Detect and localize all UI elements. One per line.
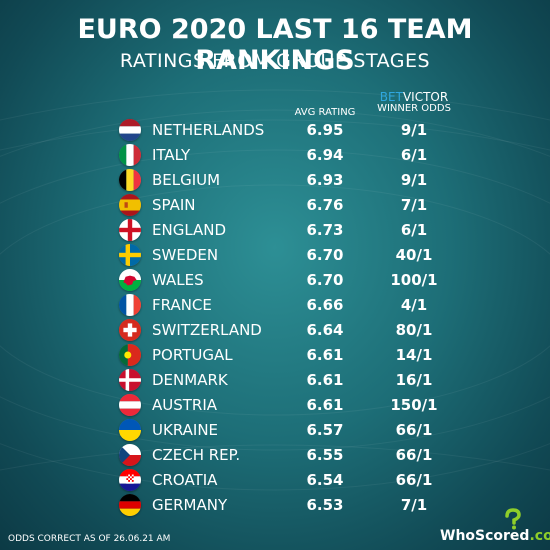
spain-flag-icon — [119, 194, 141, 216]
winner-odds-value: 4/1 — [400, 296, 428, 314]
table-row: SWITZERLAND 6.64 80/1 — [0, 318, 550, 343]
winner-odds-value: 9/1 — [400, 121, 428, 139]
team-name: CROATIA — [152, 471, 218, 489]
table-row: NETHERLANDS 6.95 9/1 — [0, 118, 550, 143]
whoscored-question-mark-icon — [505, 508, 521, 530]
avg-rating-value: 6.54 — [306, 471, 344, 489]
denmark-flag-icon — [119, 369, 141, 391]
avg-rating-header: AVG RATING — [294, 107, 356, 118]
czech-flag-icon — [119, 444, 141, 466]
winner-odds-value: 100/1 — [390, 271, 438, 289]
table-row: ITALY 6.94 6/1 — [0, 143, 550, 168]
belgium-flag-icon — [119, 169, 141, 191]
winner-odds-value: 80/1 — [395, 321, 433, 339]
croatia-flag-icon — [119, 469, 141, 491]
avg-rating-value: 6.70 — [306, 271, 344, 289]
portugal-flag-icon — [119, 344, 141, 366]
logo-suffix: com — [534, 528, 550, 544]
netherlands-flag-icon — [119, 119, 141, 141]
betvictor-brand: BETVICTOR — [370, 91, 458, 103]
avg-rating-value: 6.57 — [306, 421, 344, 439]
table-row: CROATIA 6.54 66/1 — [0, 468, 550, 493]
table-row: SWEDEN 6.70 40/1 — [0, 243, 550, 268]
page-title: EURO 2020 LAST 16 TEAM RANKINGS — [77, 14, 473, 76]
page-subtitle: RATINGS FROM GROUP STAGES — [119, 50, 431, 72]
ukraine-flag-icon — [119, 419, 141, 441]
winner-odds-value: 66/1 — [395, 471, 433, 489]
avg-rating-value: 6.61 — [306, 396, 344, 414]
team-name: DENMARK — [152, 371, 228, 389]
avg-rating-value: 6.70 — [306, 246, 344, 264]
team-name: UKRAINE — [152, 421, 219, 439]
germany-flag-icon — [119, 494, 141, 516]
avg-rating-value: 6.66 — [306, 296, 344, 314]
winner-odds-value: 16/1 — [395, 371, 433, 389]
table-row: CZECH REP. 6.55 66/1 — [0, 443, 550, 468]
betvictor-bet: BET — [379, 90, 403, 104]
team-name: NETHERLANDS — [152, 121, 265, 139]
winner-odds-value: 6/1 — [400, 221, 428, 239]
winner-odds-label: WINNER ODDS — [377, 103, 451, 114]
wales-flag-icon — [119, 269, 141, 291]
table-row: UKRAINE 6.57 66/1 — [0, 418, 550, 443]
table-row: AUSTRIA 6.61 150/1 — [0, 393, 550, 418]
england-flag-icon — [119, 219, 141, 241]
avg-rating-value: 6.53 — [306, 496, 344, 514]
avg-rating-value: 6.94 — [306, 146, 344, 164]
team-name: PORTUGAL — [152, 346, 233, 364]
team-name: SPAIN — [152, 196, 196, 214]
team-name: AUSTRIA — [152, 396, 218, 414]
avg-rating-value: 6.95 — [306, 121, 344, 139]
team-name: GERMANY — [152, 496, 228, 514]
team-name: CZECH REP. — [152, 446, 241, 464]
avg-rating-value: 6.61 — [306, 371, 344, 389]
winner-odds-value: 9/1 — [400, 171, 428, 189]
italy-flag-icon — [119, 144, 141, 166]
winner-odds-value: 66/1 — [395, 446, 433, 464]
team-name: ENGLAND — [152, 221, 227, 239]
avg-rating-value: 6.93 — [306, 171, 344, 189]
logo-main-text: WhoScored — [440, 528, 530, 544]
table-row: SPAIN 6.76 7/1 — [0, 193, 550, 218]
team-name: SWEDEN — [152, 246, 219, 264]
odds-footnote: ODDS CORRECT AS OF 26.06.21 AM — [8, 534, 171, 544]
table-row: PORTUGAL 6.61 14/1 — [0, 343, 550, 368]
avg-rating-value: 6.76 — [306, 196, 344, 214]
france-flag-icon — [119, 294, 141, 316]
team-name: SWITZERLAND — [152, 321, 262, 339]
avg-rating-value: 6.61 — [306, 346, 344, 364]
table-row: DENMARK 6.61 16/1 — [0, 368, 550, 393]
betvictor-victor: VICTOR — [402, 90, 449, 104]
team-name: WALES — [152, 271, 204, 289]
avg-rating-value: 6.55 — [306, 446, 344, 464]
table-row: WALES 6.70 100/1 — [0, 268, 550, 293]
winner-odds-value: 7/1 — [400, 496, 428, 514]
table-row: GERMANY 6.53 7/1 — [0, 493, 550, 518]
logo-dot: . — [529, 528, 535, 544]
team-name: ITALY — [152, 146, 191, 164]
austria-flag-icon — [119, 394, 141, 416]
team-name: BELGIUM — [152, 171, 221, 189]
table-row: BELGIUM 6.93 9/1 — [0, 168, 550, 193]
winner-odds-value: 6/1 — [400, 146, 428, 164]
avg-rating-value: 6.64 — [306, 321, 344, 339]
winner-odds-value: 40/1 — [395, 246, 433, 264]
winner-odds-value: 7/1 — [400, 196, 428, 214]
table-row: ENGLAND 6.73 6/1 — [0, 218, 550, 243]
sweden-flag-icon — [119, 244, 141, 266]
winner-odds-value: 66/1 — [395, 421, 433, 439]
whoscored-logo: WhoScored.com — [440, 508, 550, 546]
switzerland-flag-icon — [119, 319, 141, 341]
team-name: FRANCE — [152, 296, 212, 314]
winner-odds-value: 150/1 — [390, 396, 438, 414]
winner-odds-header: BETVICTOR WINNER ODDS — [370, 91, 458, 115]
avg-rating-value: 6.73 — [306, 221, 344, 239]
table-row: FRANCE 6.66 4/1 — [0, 293, 550, 318]
winner-odds-value: 14/1 — [395, 346, 433, 364]
